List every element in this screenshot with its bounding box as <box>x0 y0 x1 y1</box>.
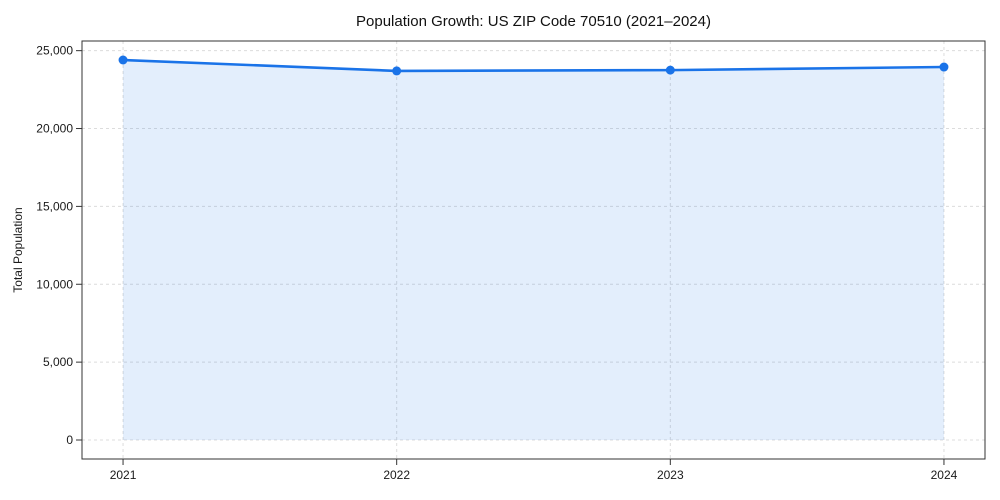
y-tick-label: 25,000 <box>36 44 73 58</box>
y-tick-label: 20,000 <box>36 122 73 136</box>
plot-border <box>81 40 986 460</box>
data-point-2024 <box>939 62 949 72</box>
data-point-2023 <box>665 65 675 75</box>
y-axis-label: Total Population <box>11 207 25 293</box>
y-tick-label: 15,000 <box>36 199 73 213</box>
x-tick-label: 2023 <box>657 468 684 482</box>
chart-title: Population Growth: US ZIP Code 70510 (20… <box>356 13 711 30</box>
x-tick-label: 2022 <box>383 468 410 482</box>
y-tick-label: 10,000 <box>36 277 73 291</box>
data-point-2022 <box>392 66 402 76</box>
y-tick-label: 0 <box>66 433 73 447</box>
x-tick-label: 2021 <box>110 468 137 482</box>
x-tick-label: 2024 <box>931 468 958 482</box>
area-fill <box>123 60 944 440</box>
y-tick-label: 5,000 <box>43 355 73 369</box>
data-point-2021 <box>118 55 128 65</box>
trend-line <box>121 58 946 73</box>
